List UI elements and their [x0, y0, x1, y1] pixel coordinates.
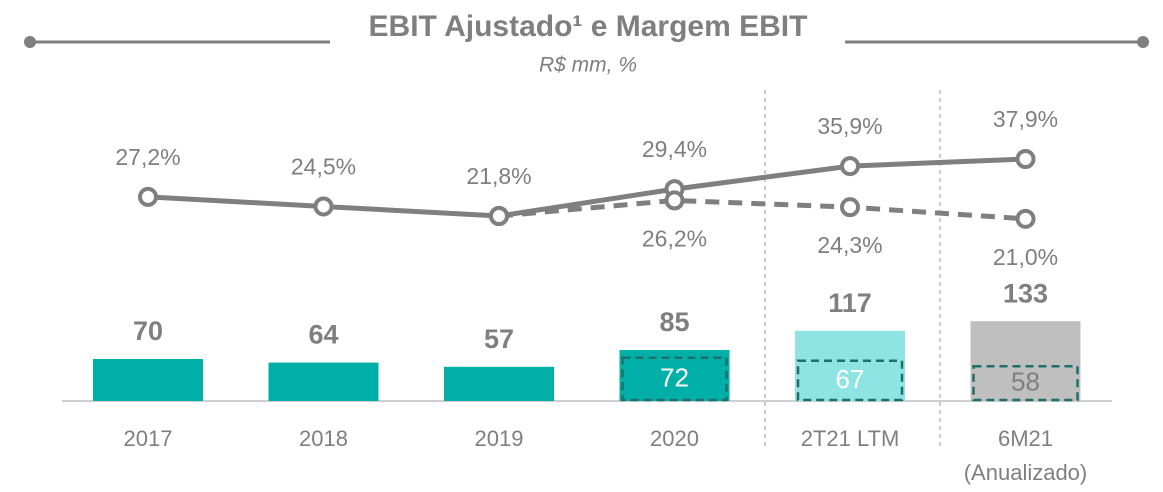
bar-label: 70	[133, 316, 163, 346]
bar-label: 64	[308, 320, 338, 350]
margin-point	[313, 196, 334, 217]
margin-point	[840, 156, 860, 177]
margin-label: 26,2%	[642, 226, 707, 252]
margin-line	[147, 156, 1026, 219]
margin-label: 29,4%	[642, 136, 707, 162]
bar	[444, 366, 554, 401]
margin-point	[138, 186, 158, 207]
x-tick-label: 2019	[475, 426, 524, 451]
inner-bar-label: 67	[836, 364, 865, 394]
bar-label: 133	[1003, 278, 1048, 308]
inner-bar	[972, 364, 1079, 402]
margin-line	[498, 197, 1026, 222]
margin-point	[840, 197, 860, 218]
bar	[93, 359, 203, 401]
x-tick-label: 2017	[124, 426, 173, 451]
bar-label: 117	[828, 288, 872, 318]
margin-label: 35,9%	[817, 113, 882, 139]
margin-label: 21,8%	[466, 163, 531, 189]
bar	[268, 362, 379, 401]
bar	[970, 321, 1081, 401]
margin-point	[489, 206, 509, 226]
inner-bar	[621, 356, 728, 402]
margin-label: 24,5%	[291, 154, 356, 180]
margin-label: 37,9%	[993, 106, 1058, 132]
header-dot	[24, 36, 36, 48]
chart-subtitle: R$ mm, %	[539, 54, 637, 77]
inner-bar	[796, 359, 904, 402]
margin-label: 27,2%	[115, 144, 180, 170]
x-tick-label: 2018	[299, 426, 348, 451]
inner-bar-label: 72	[660, 362, 689, 392]
margin-point	[664, 190, 685, 211]
x-tick-label: 2T21 LTM	[801, 426, 900, 451]
x-tick-label: 6M21 (Anualizado)	[964, 426, 1088, 485]
bar-label: 57	[484, 324, 514, 354]
header-dot	[1137, 36, 1149, 48]
bar	[795, 330, 905, 401]
margin-point	[1015, 208, 1036, 229]
chart-title: EBIT Ajustado¹ e Margem EBIT	[369, 10, 808, 43]
margin-point	[1015, 149, 1036, 170]
x-tick-label: 2020	[650, 426, 699, 451]
margin-label: 24,3%	[817, 232, 882, 258]
inner-bar-label: 58	[1011, 366, 1040, 396]
margin-label: 21,0%	[993, 244, 1058, 270]
bar-label: 85	[659, 307, 689, 337]
